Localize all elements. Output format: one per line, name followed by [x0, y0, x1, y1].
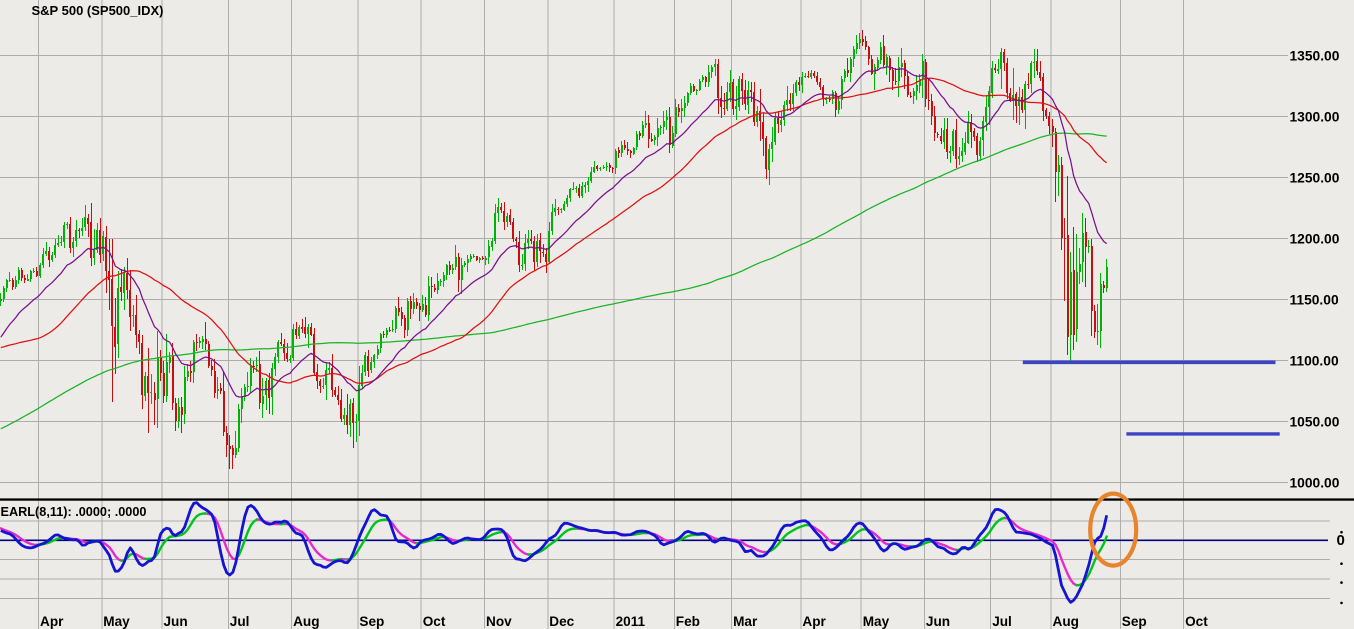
- svg-text:1150.00: 1150.00: [1290, 293, 1339, 308]
- svg-text:Feb: Feb: [676, 614, 700, 629]
- svg-text:May: May: [103, 614, 130, 629]
- svg-text:Jun: Jun: [926, 614, 950, 629]
- svg-text:Nov: Nov: [486, 614, 512, 629]
- svg-text:Sep: Sep: [1122, 614, 1147, 629]
- svg-text:May: May: [863, 614, 890, 629]
- svg-text:S&P 500 (SP500_IDX): S&P 500 (SP500_IDX): [32, 3, 164, 18]
- svg-text:0: 0: [1337, 532, 1345, 549]
- svg-text:Oct: Oct: [1185, 614, 1208, 629]
- svg-text:Oct: Oct: [423, 614, 446, 629]
- svg-text:Dec: Dec: [549, 614, 574, 629]
- svg-text:Jul: Jul: [230, 614, 250, 629]
- svg-text:Apr: Apr: [802, 614, 826, 629]
- svg-text:Aug: Aug: [1053, 614, 1079, 629]
- svg-text:Sep: Sep: [359, 614, 384, 629]
- svg-text:2011: 2011: [616, 614, 646, 629]
- svg-text:Jun: Jun: [164, 614, 188, 629]
- svg-text:1100.00: 1100.00: [1290, 354, 1339, 369]
- svg-text:Apr: Apr: [40, 614, 64, 629]
- svg-text:Mar: Mar: [733, 614, 758, 629]
- svg-text:Aug: Aug: [293, 614, 319, 629]
- svg-text:Jul: Jul: [992, 614, 1012, 629]
- svg-text:1350.00: 1350.00: [1290, 49, 1340, 64]
- svg-text:1200.00: 1200.00: [1290, 232, 1340, 247]
- svg-text:EARL(8,11): .0000; .0000: EARL(8,11): .0000; .0000: [1, 505, 147, 519]
- svg-text:1000.00: 1000.00: [1290, 476, 1340, 491]
- svg-text:1250.00: 1250.00: [1290, 171, 1340, 186]
- svg-text:1300.00: 1300.00: [1290, 110, 1340, 125]
- svg-text:1050.00: 1050.00: [1290, 415, 1340, 430]
